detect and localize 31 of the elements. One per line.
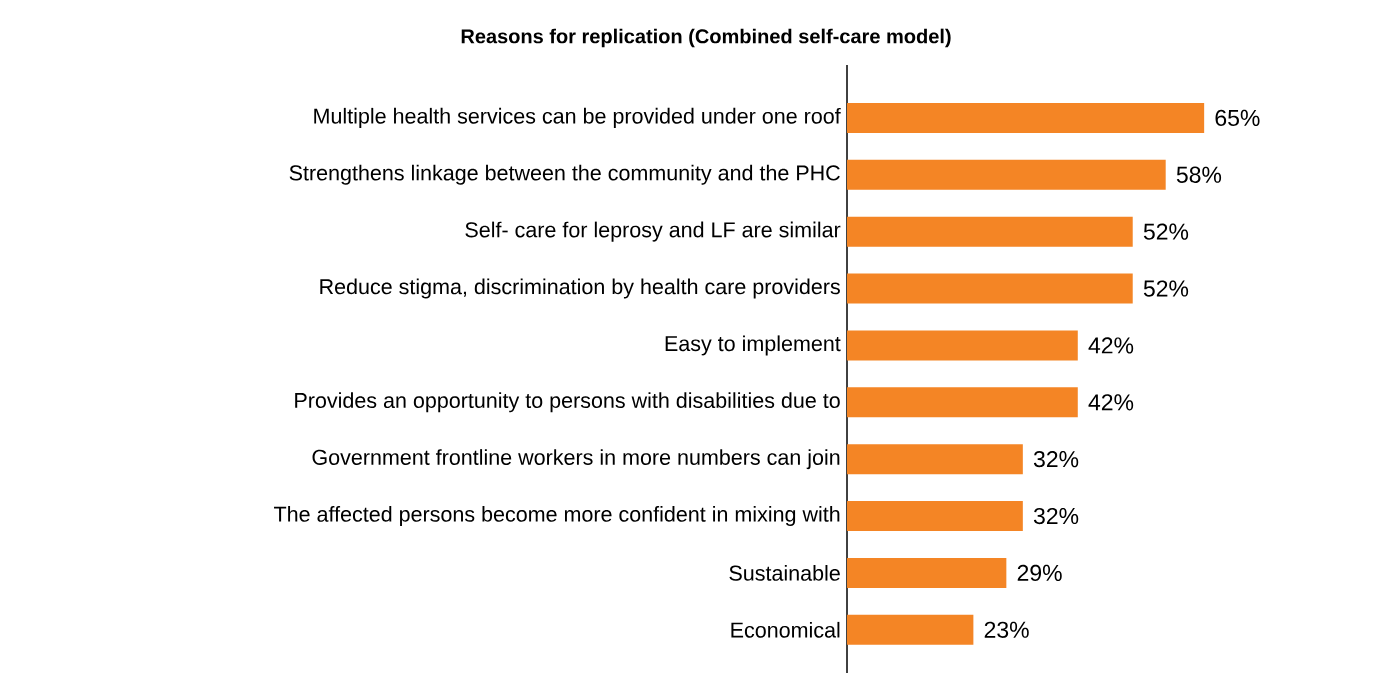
y-tick-label: Reduce stigma, discrimination by health care providers [320,278,840,299]
bar [847,557,1007,588]
y-tick-label: Strengthens linkage between the community and the PHC [289,164,840,185]
chart-title: Reasons for replication (Combined self-care model) [461,28,951,48]
data-label: 42% [1088,394,1134,411]
bar [847,216,1133,247]
y-tick-label: Easy to implement [665,335,841,356]
y-tick-label: Sustainable [729,565,840,581]
data-label: 32% [1033,451,1079,468]
data-label: 23% [984,621,1029,638]
bar [847,330,1078,361]
data-label: 29% [1017,564,1062,582]
data-label: 52% [1143,280,1189,297]
bar [847,387,1078,418]
bar [847,102,1205,133]
bar [847,501,1023,532]
data-label: 58% [1176,166,1222,183]
y-tick-label: Government frontline workers in more numbers can join [312,449,840,470]
y-tick-label: Provides an opportunity to persons with disabilities due to [295,392,840,413]
y-tick-label: The affected persons become more confident in mixing with [274,506,840,527]
data-label: 52% [1143,223,1189,240]
y-tick-label: Economical [731,621,840,638]
bar [847,273,1133,304]
data-label: 32% [1033,507,1079,525]
y-tick-label: Multiple health services can be provided under one roof [314,107,841,128]
bar [847,159,1166,190]
y-tick-label: Self- care for leprosy and LF are similar [465,221,841,242]
data-label: 65% [1215,109,1260,127]
data-label: 42% [1088,337,1134,354]
bar [847,614,974,645]
bar [847,444,1023,475]
